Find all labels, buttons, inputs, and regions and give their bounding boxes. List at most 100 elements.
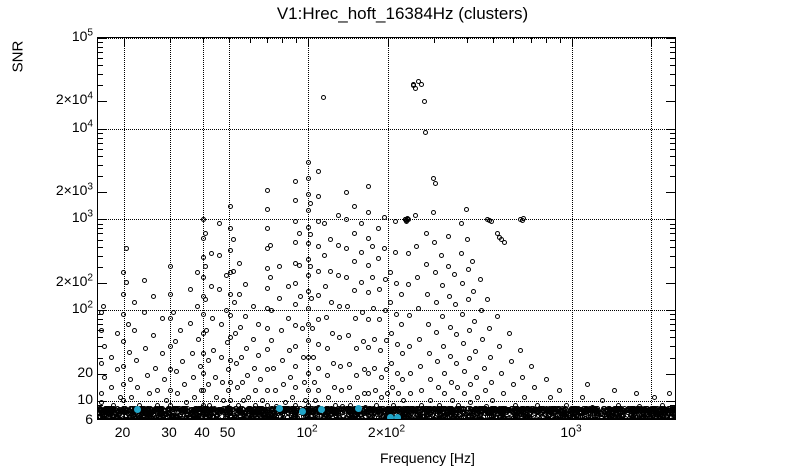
y-tick (670, 324, 675, 326)
data-point (459, 281, 465, 287)
data-point (425, 291, 431, 297)
highlighted-data-point (298, 408, 306, 416)
data-point (121, 291, 127, 297)
data-point (359, 280, 365, 286)
data-point (188, 286, 194, 292)
data-point (458, 221, 464, 227)
data-point (449, 415, 455, 419)
y-tick-label: 20 (77, 363, 93, 380)
data-point (110, 402, 116, 408)
data-point (471, 289, 477, 295)
data-point (293, 343, 299, 349)
data-point (264, 346, 270, 352)
y-tick (98, 164, 103, 166)
data-point (132, 300, 137, 306)
data-point (289, 394, 295, 400)
data-point (284, 414, 290, 419)
gridline-horizontal (98, 219, 675, 221)
y-tick (670, 148, 675, 150)
chart-title: V1:Hrec_hoft_16384Hz (clusters) (276, 4, 529, 23)
data-point (288, 375, 294, 381)
data-point (194, 270, 200, 275)
y-tick (98, 373, 107, 375)
data-point (487, 355, 493, 361)
data-point (268, 307, 274, 313)
data-point (115, 331, 121, 337)
data-point (460, 340, 466, 346)
data-point (473, 349, 479, 355)
y-tick (98, 74, 103, 76)
data-point (329, 300, 335, 306)
data-point (542, 412, 548, 418)
y-tick (670, 330, 675, 332)
data-point (395, 371, 401, 377)
data-point (372, 388, 378, 394)
plot-area[interactable] (97, 37, 676, 420)
data-point (382, 245, 388, 251)
data-point (141, 278, 147, 284)
data-point (316, 244, 322, 250)
data-point (121, 398, 127, 404)
data-point (366, 290, 372, 296)
data-point (234, 385, 240, 391)
data-point (344, 216, 350, 222)
data-point (543, 377, 549, 383)
y-tick (670, 239, 675, 241)
data-point (200, 274, 206, 280)
data-point (226, 367, 232, 373)
data-point (181, 382, 187, 388)
data-point (144, 373, 150, 379)
data-point (377, 317, 383, 323)
data-point (271, 365, 277, 371)
data-point (400, 398, 406, 404)
data-point (330, 407, 336, 413)
data-point (322, 284, 328, 290)
x-tick (203, 38, 205, 43)
data-point (183, 400, 189, 406)
data-point (496, 343, 502, 349)
data-point (393, 218, 399, 224)
data-point (228, 312, 234, 318)
data-point (384, 367, 390, 373)
data-point (435, 359, 441, 365)
data-point (225, 415, 231, 419)
data-point (204, 327, 210, 333)
data-point (356, 414, 362, 419)
data-point (414, 244, 420, 250)
data-point (416, 336, 422, 342)
data-point (520, 375, 526, 381)
y-tick (98, 42, 103, 44)
data-point (161, 377, 167, 383)
data-point (103, 417, 109, 419)
data-point (512, 402, 518, 408)
data-point (498, 371, 504, 377)
data-point (382, 276, 388, 282)
data-point (667, 391, 673, 397)
data-point (171, 309, 177, 315)
data-point (151, 294, 157, 300)
data-point (570, 414, 576, 419)
data-point (359, 250, 365, 256)
data-point (425, 321, 431, 327)
data-point (552, 412, 558, 418)
x-tick (267, 38, 269, 43)
data-point (406, 419, 411, 420)
y-tick (98, 219, 107, 221)
data-point (223, 307, 229, 313)
data-point (277, 264, 283, 270)
data-point (432, 239, 438, 245)
data-point (293, 281, 299, 287)
data-point (599, 398, 605, 404)
data-point (264, 225, 270, 231)
data-point (167, 264, 173, 270)
data-point (398, 291, 404, 297)
data-point (159, 351, 165, 357)
data-point (277, 295, 283, 301)
data-point (219, 355, 224, 361)
data-point (436, 402, 442, 408)
data-point (111, 419, 116, 420)
data-point (206, 382, 212, 388)
y-tick-label: 2×104 (55, 90, 93, 108)
data-point (174, 369, 180, 375)
data-point (332, 402, 338, 408)
